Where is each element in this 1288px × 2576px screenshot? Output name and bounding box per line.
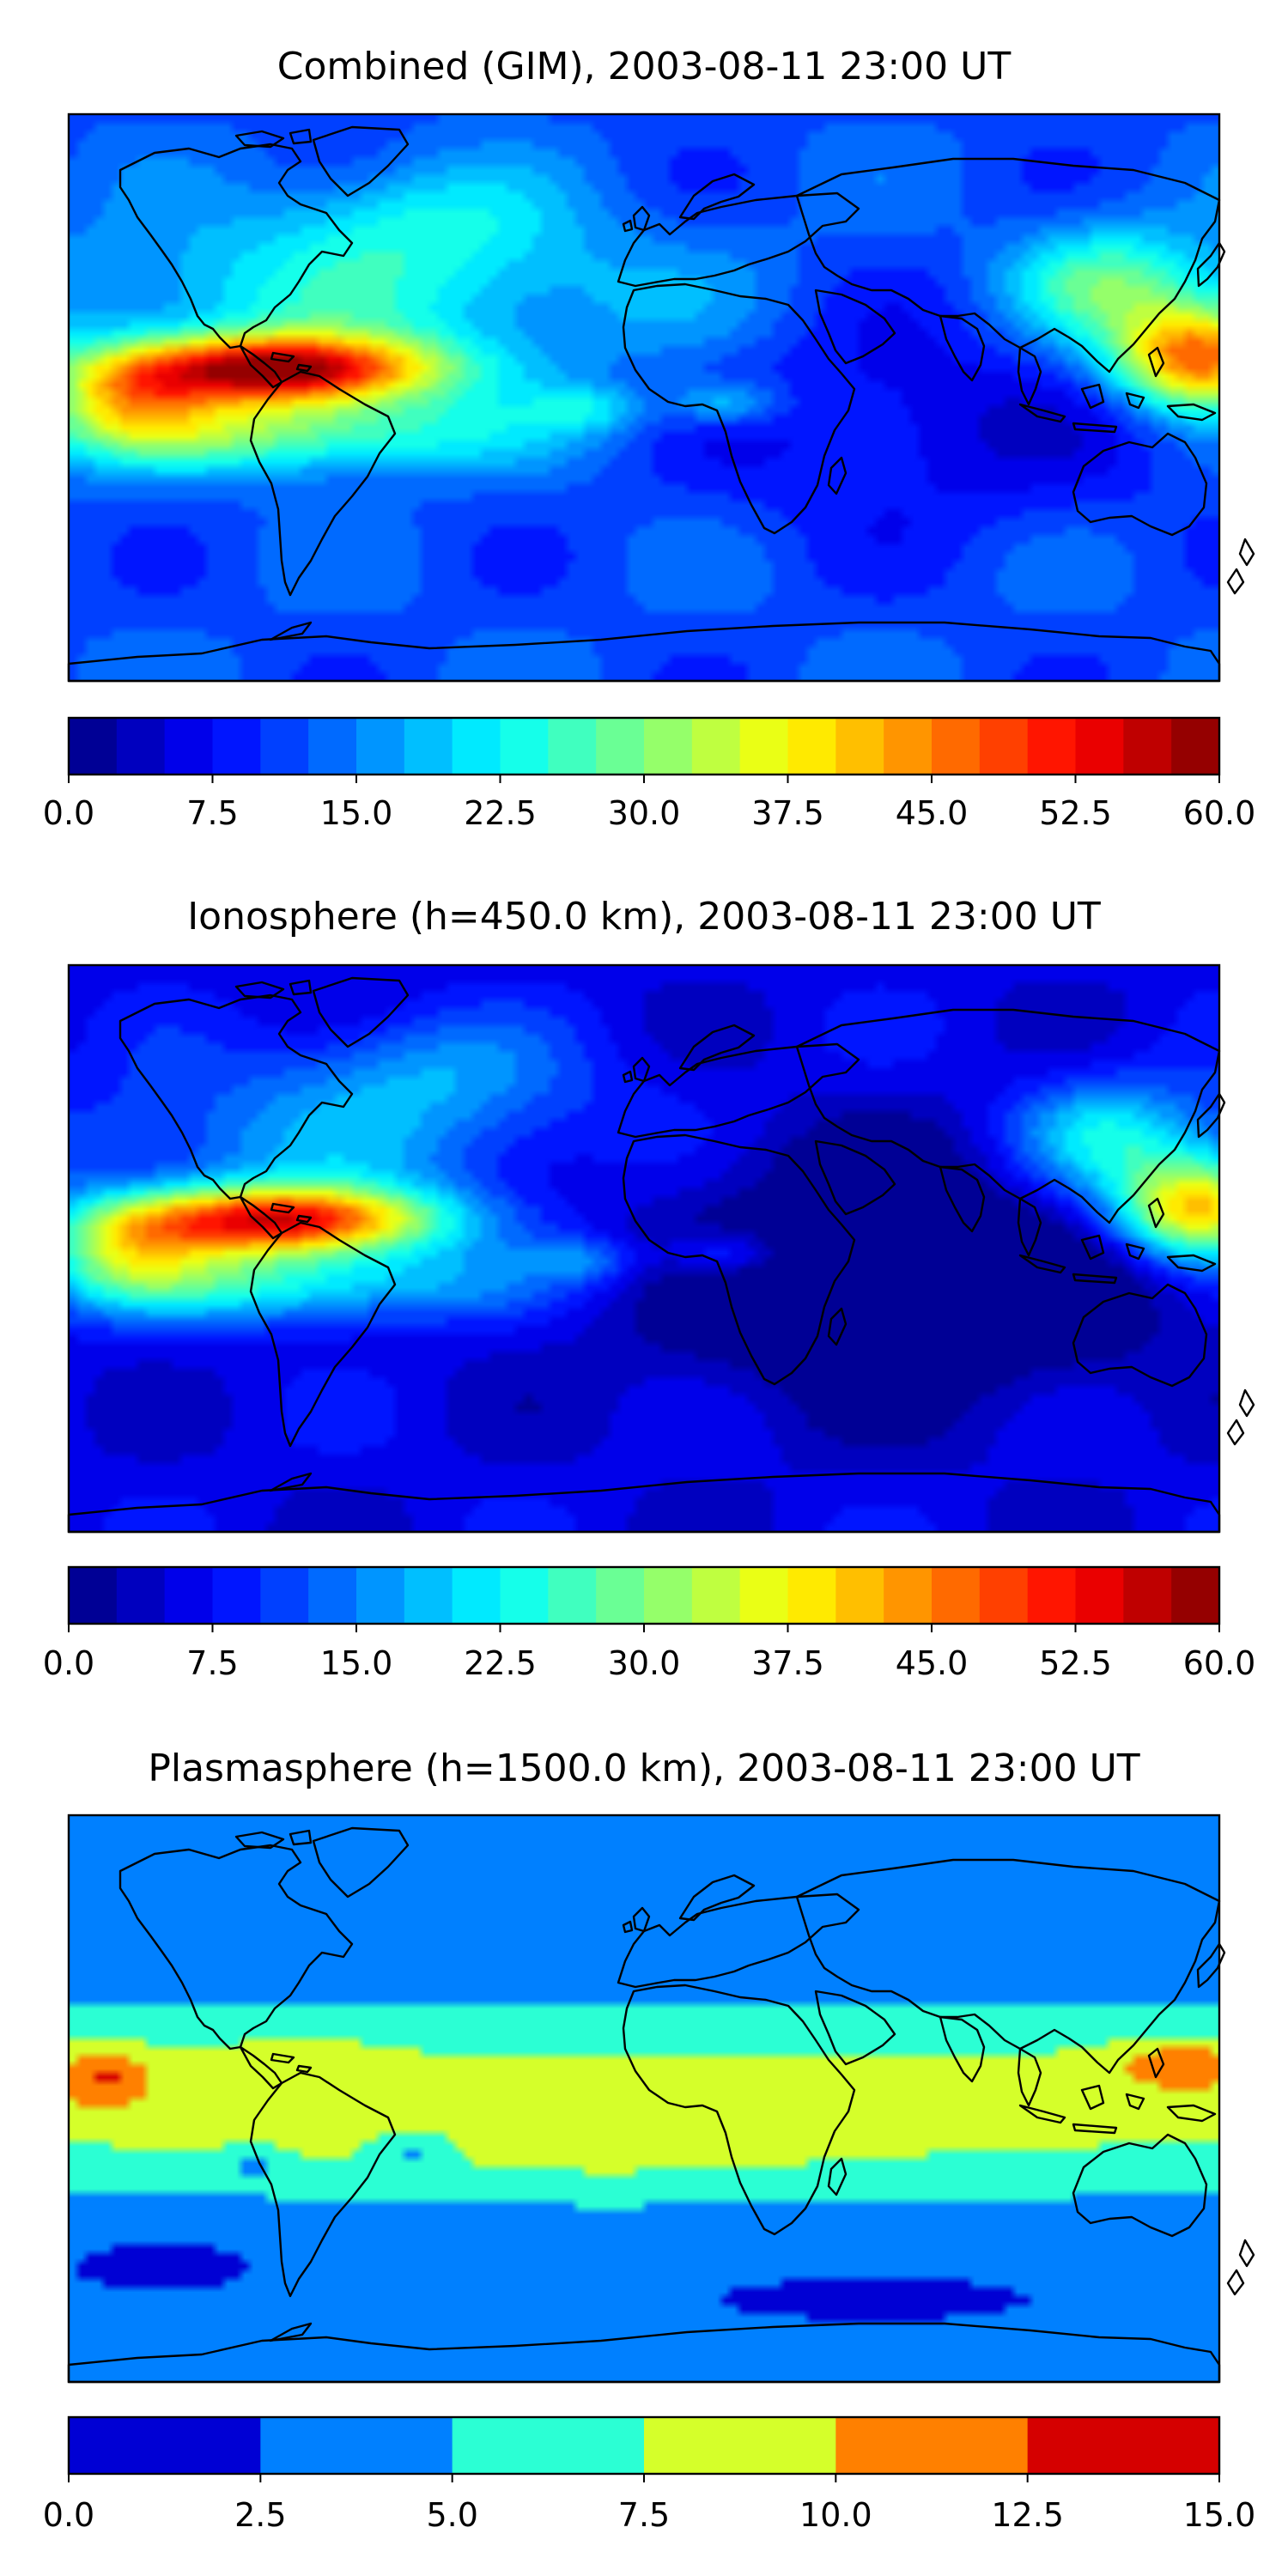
- colorbar-tick-label: 30.0: [608, 1644, 681, 1682]
- colorbar-tick-label: 7.5: [618, 2496, 670, 2534]
- colorbar-segment: [69, 718, 118, 775]
- colorbar-segment: [787, 1567, 836, 1624]
- colorbar-segment: [164, 1567, 214, 1624]
- map-panel-ionosphere: Ionosphere (h=450.0 km), 2003-08-11 23:0…: [43, 895, 1256, 1682]
- colorbar-tick-label: 7.5: [186, 1644, 238, 1682]
- colorbar: 0.0 7.5 15.0 22.5 30.0 37.5 45.0 52.5 60.0: [43, 1565, 1256, 1682]
- colorbar-segment: [308, 718, 357, 775]
- colorbar-segment: [452, 1567, 501, 1624]
- colorbar-segment: [979, 718, 1029, 775]
- colorbar-segment: [116, 1567, 166, 1624]
- colorbar-tick-label: 15.0: [320, 1644, 393, 1682]
- colorbar-tick-label: 5.0: [426, 2496, 477, 2534]
- tec-field: [69, 114, 1219, 681]
- colorbar-segment: [308, 1567, 357, 1624]
- colorbar-segment: [1027, 718, 1077, 775]
- colorbar-segment: [739, 718, 789, 775]
- colorbar-segment: [548, 718, 597, 775]
- colorbar-segment: [787, 718, 836, 775]
- colorbar-segment: [500, 718, 549, 775]
- panel-title: Combined (GIM), 2003-08-11 23:00 UT: [277, 45, 1012, 88]
- colorbar: 0.0 7.5 15.0 22.5 30.0 37.5 45.0 52.5 60.0: [43, 716, 1256, 832]
- colorbar-segment: [69, 1567, 118, 1624]
- colorbar-segment: [69, 2417, 261, 2474]
- colorbar-tick-label: 22.5: [464, 794, 537, 832]
- colorbar-tick-label: 30.0: [608, 794, 681, 832]
- map-frame: [67, 963, 1221, 1534]
- colorbar-tick-label: 12.5: [991, 2496, 1064, 2534]
- colorbar-segment: [835, 718, 884, 775]
- colorbar-segment: [260, 718, 309, 775]
- colorbar-segment: [884, 1567, 933, 1624]
- tec-field: [69, 965, 1219, 1532]
- colorbar-segment: [835, 1567, 884, 1624]
- colorbar-segment: [164, 718, 214, 775]
- colorbar-segment: [356, 718, 405, 775]
- colorbar-segment: [1171, 718, 1220, 775]
- colorbar-segment: [644, 718, 693, 775]
- map-frame: [67, 1814, 1221, 2384]
- colorbar-segment: [644, 1567, 693, 1624]
- map-panel-plasmasphere: Plasmasphere (h=1500.0 km), 2003-08-11 2…: [43, 1747, 1256, 2534]
- colorbar-segment: [212, 1567, 261, 1624]
- colorbar-segment: [548, 1567, 597, 1624]
- colorbar-segment: [596, 1567, 645, 1624]
- colorbar-segment: [932, 718, 981, 775]
- colorbar-tick-label: 15.0: [320, 794, 393, 832]
- colorbar-segment: [212, 718, 261, 775]
- map-panel-combined: Combined (GIM), 2003-08-11 23:00 UT 0.0 7.…: [43, 45, 1256, 832]
- colorbar-segment: [1123, 718, 1172, 775]
- colorbar-segment: [1027, 1567, 1077, 1624]
- colorbar-tick-label: 60.0: [1183, 794, 1256, 832]
- colorbar-segment: [596, 718, 645, 775]
- colorbar-segment: [691, 1567, 741, 1624]
- colorbar-segment: [835, 2417, 1029, 2474]
- colorbar-tick-label: 7.5: [186, 794, 238, 832]
- colorbar-tick-label: 22.5: [464, 1644, 537, 1682]
- colorbar-tick-label: 15.0: [1183, 2496, 1256, 2534]
- colorbar-segment: [884, 718, 933, 775]
- colorbar-tick-label: 60.0: [1183, 1644, 1256, 1682]
- colorbar-tick-label: 45.0: [896, 1644, 969, 1682]
- colorbar-segment: [116, 718, 166, 775]
- colorbar-tick-label: 0.0: [43, 794, 94, 832]
- colorbar-segment: [1075, 718, 1124, 775]
- map-frame: [67, 112, 1221, 683]
- colorbar-tick-label: 2.5: [234, 2496, 286, 2534]
- colorbar-tick-label: 52.5: [1039, 1644, 1112, 1682]
- colorbar-tick-label: 10.0: [799, 2496, 872, 2534]
- colorbar-segment: [356, 1567, 405, 1624]
- colorbar-segment: [452, 2417, 645, 2474]
- colorbar-tick-label: 0.0: [43, 2496, 94, 2534]
- colorbar-segment: [1075, 1567, 1124, 1624]
- colorbar-segment: [644, 2417, 836, 2474]
- colorbar-segment: [500, 1567, 549, 1624]
- colorbar-tick-label: 45.0: [896, 794, 969, 832]
- colorbar: 0.0 2.5 5.0 7.5 10.0 12.5 15.0: [43, 2415, 1256, 2534]
- colorbar-segment: [1171, 1567, 1220, 1624]
- colorbar-tick-label: 52.5: [1039, 794, 1112, 832]
- panel-title: Ionosphere (h=450.0 km), 2003-08-11 23:0…: [187, 895, 1101, 939]
- colorbar-segment: [979, 1567, 1029, 1624]
- colorbar-segment: [260, 2417, 453, 2474]
- colorbar-tick-label: 37.5: [751, 794, 824, 832]
- colorbar-segment: [404, 718, 453, 775]
- colorbar-segment: [452, 718, 501, 775]
- colorbar-segment: [1027, 2417, 1220, 2474]
- colorbar-tick-label: 0.0: [43, 1644, 94, 1682]
- colorbar-tick-label: 37.5: [751, 1644, 824, 1682]
- colorbar-segment: [1123, 1567, 1172, 1624]
- panel-title: Plasmasphere (h=1500.0 km), 2003-08-11 2…: [148, 1747, 1139, 1790]
- colorbar-segment: [404, 1567, 453, 1624]
- colorbar-segment: [691, 718, 741, 775]
- tec-field: [69, 1815, 1219, 2382]
- colorbar-segment: [260, 1567, 309, 1624]
- colorbar-segment: [932, 1567, 981, 1624]
- colorbar-segment: [739, 1567, 789, 1624]
